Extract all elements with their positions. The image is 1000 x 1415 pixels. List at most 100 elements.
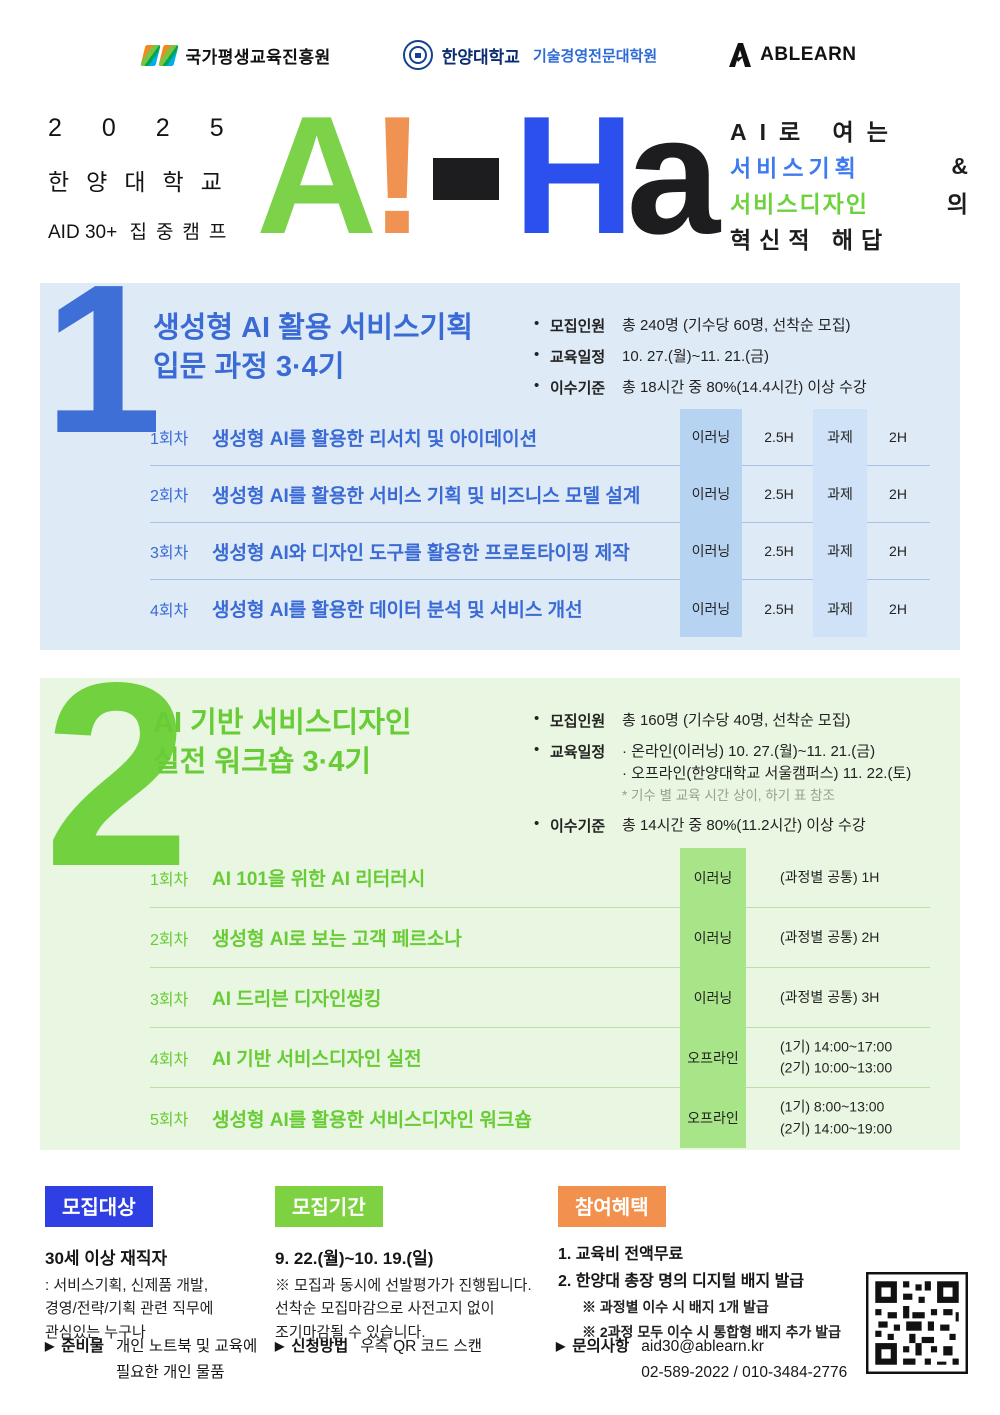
info-row: • 교육일정 10. 27.(월)~11. 21.(금) <box>534 346 867 368</box>
table-row: 2회차 생성형 AI를 활용한 서비스 기획 및 비즈니스 모델 설계 이러닝 … <box>150 466 930 523</box>
tagline-line2-main: 서비스기획 <box>730 155 861 181</box>
table-row: 3회차 AI 드리븐 디자인씽킹 이러닝 (과정별 공통) 3H <box>150 968 930 1028</box>
session-task: 과제 <box>827 600 853 617</box>
target-line: 관심있는 누구나 <box>45 1323 146 1341</box>
section2-title-line1: AI 기반 서비스디자인 <box>153 707 412 739</box>
tagline-line3-suffix: 의 <box>946 191 968 217</box>
section2-title: AI 기반 서비스디자인 실전 워크숍 3·4기 <box>153 704 412 782</box>
info-label: 모집인원 <box>550 713 606 730</box>
session-detail: (1기) 14:00~17:00 (2기) 10:00~13:00 <box>780 1036 950 1079</box>
session-number: 1회차 <box>150 431 189 448</box>
benefit-note: ※ 2과정 모두 이수 시 통합형 배지 추가 발급 <box>582 1323 841 1340</box>
session-title: 생성형 AI와 디자인 도구를 활용한 프로토타이핑 제작 <box>212 542 630 564</box>
session-detail: (과정별 공통) 3H <box>780 988 880 1005</box>
section1-number: 1 <box>44 240 162 477</box>
session-number: 4회차 <box>150 1051 189 1069</box>
info-value-line1: · 온라인(이러닝) 10. 27.(월)~11. 21.(금) <box>622 742 876 760</box>
hanyang-logo-primary: 한양대학교 <box>441 47 520 67</box>
session-type: 이러닝 <box>693 869 733 886</box>
session-type: 이러닝 <box>691 543 731 559</box>
info-value: 총 160명 (기수당 40명, 선착순 모집) <box>622 712 851 729</box>
section2-title-line2: 실전 워크숍 3·4기 <box>153 745 372 778</box>
session-detail-line1: (1기) 8:00~13:00 <box>780 1098 885 1115</box>
contact-phone: 02-589-2022 / 010-3484-2776 <box>641 1363 848 1381</box>
period-line: 선착순 모집마감으로 사전고지 없이 <box>275 1300 495 1318</box>
session-type: 오프라인 <box>687 1110 739 1126</box>
type-column-stripe <box>680 848 746 1148</box>
target-heading: 30세 이상 재직자 <box>45 1249 168 1268</box>
session-detail-line1: (1기) 14:00~17:00 <box>780 1037 893 1054</box>
info-value: 총 14시간 중 80%(11.2시간) 이상 수강 <box>622 816 866 834</box>
session-hours: 2.5H <box>764 543 794 559</box>
benefit-note: ※ 과정별 이수 시 배지 1개 발급 <box>582 1299 769 1316</box>
nile-logo-icon <box>140 44 180 66</box>
tagline-line2: 서비스기획 & <box>730 148 968 184</box>
section2-schedule-table: 1회차 AI 101을 위한 AI 리터러시 이러닝 (과정별 공통) 1H 2… <box>150 848 930 1148</box>
session-task-hours: 2H <box>889 429 907 445</box>
info-label: 이수기준 <box>550 817 606 835</box>
logotype-dash <box>433 158 500 200</box>
table-row: 4회차 생성형 AI를 활용한 데이터 분석 및 서비스 개선 이러닝 2.5H… <box>150 580 930 637</box>
bullet-icon: • <box>534 376 540 394</box>
benefit-item: 1. 교육비 전액무료 <box>558 1246 684 1263</box>
section1-schedule-table: 1회차 생성형 AI를 활용한 리서치 및 아이데이션 이러닝 2.5H 과제 … <box>150 409 930 637</box>
nile-logo: 국가평생교육진흥원 <box>140 43 331 68</box>
info-row: • 모집인원 총 160명 (기수당 40명, 선착순 모집) <box>534 710 911 732</box>
session-task: 과제 <box>827 429 853 445</box>
masthead-camp: AID 30+ 집중캠프 <box>48 217 248 244</box>
ablearn-logo-label: ABLEARN <box>760 44 857 65</box>
session-detail: (과정별 공통) 2H <box>780 928 880 945</box>
session-number: 3회차 <box>150 991 189 1009</box>
session-detail: (과정별 공통) 1H <box>780 868 880 885</box>
session-hours: 2.5H <box>764 429 794 445</box>
info-value: 총 240명 (기수당 60명, 선착순 모집) <box>622 317 851 334</box>
session-number: 2회차 <box>150 488 189 505</box>
info-label: 교육일정 <box>550 743 606 761</box>
tagline-line2-suffix: & <box>951 152 968 179</box>
session-type: 이러닝 <box>691 486 731 502</box>
partner-logos: 국가평생교육진흥원 한양대학교 기술경영전문대학원 ABLEARN <box>0 40 1000 70</box>
session-number: 1회차 <box>150 871 189 889</box>
nile-logo-label: 국가평생교육진흥원 <box>185 47 331 67</box>
section1-title-line2: 입문 과정 3·4기 <box>153 350 345 383</box>
session-title: 생성형 AI로 보는 고객 페르소나 <box>212 929 462 950</box>
contact-email[interactable]: aid30@ablearn.kr <box>641 1338 764 1355</box>
task-column-stripe <box>813 409 867 637</box>
info-row: • 이수기준 총 14시간 중 80%(11.2시간) 이상 수강 <box>534 815 911 837</box>
benefit-badge: 참여혜택 <box>558 1186 666 1227</box>
masthead-left: 2025 한양대학교 AID 30+ 집중캠프 <box>48 114 248 244</box>
info-label: 이수기준 <box>550 379 606 397</box>
aiha-logotype: A ! H a <box>256 81 720 269</box>
masthead-camp-suffix: 집중캠프 <box>129 222 236 243</box>
footer-label-text: 신청방법 <box>291 1338 349 1355</box>
info-label: 교육일정 <box>550 348 606 366</box>
logotype-a-lower: a <box>626 81 720 269</box>
table-row: 2회차 생성형 AI로 보는 고객 페르소나 이러닝 (과정별 공통) 2H <box>150 908 930 968</box>
footer-label-text: 준비물 <box>61 1338 105 1355</box>
footer-contact-label: ▶ 문의사항 <box>556 1334 629 1385</box>
table-row: 1회차 생성형 AI를 활용한 리서치 및 아이데이션 이러닝 2.5H 과제 … <box>150 409 930 466</box>
session-type: 이러닝 <box>693 929 733 946</box>
masthead-year: 2025 <box>48 114 264 142</box>
session-task-hours: 2H <box>889 600 907 617</box>
table-row: 1회차 AI 101을 위한 AI 리터러시 이러닝 (과정별 공통) 1H <box>150 848 930 908</box>
recruit-target-block: 모집대상 30세 이상 재직자 : 서비스기획, 신제품 개발, 경영/전략/기… <box>45 1186 265 1344</box>
arrow-icon: ▶ <box>556 1339 566 1353</box>
section1-panel: 1 생성형 AI 활용 서비스기획 입문 과정 3·4기 • 모집인원 총 24… <box>40 252 960 650</box>
hanyang-logo-secondary: 기술경영전문대학원 <box>532 47 658 65</box>
hanyang-logo: 한양대학교 기술경영전문대학원 <box>402 40 658 70</box>
target-line: : 서비스기획, 신제품 개발, <box>45 1277 209 1294</box>
session-hours: 2.5H <box>764 486 794 502</box>
section2-panel: 2 AI 기반 서비스디자인 실전 워크숍 3·4기 • 모집인원 총 160명… <box>40 644 960 1150</box>
session-title: AI 101을 위한 AI 리터러시 <box>212 869 426 890</box>
tagline-line4: 혁신적 해답 <box>730 227 891 253</box>
session-detail-line2: (2기) 10:00~13:00 <box>780 1059 893 1076</box>
qr-code[interactable] <box>866 1272 968 1374</box>
info-value: 총 18시간 중 80%(14.4시간) 이상 수강 <box>622 378 867 396</box>
arrow-icon: ▶ <box>275 1339 285 1353</box>
section2-info: • 모집인원 총 160명 (기수당 40명, 선착순 모집) • 교육일정 ·… <box>534 710 911 846</box>
ablearn-logo-icon <box>729 43 752 67</box>
target-badge: 모집대상 <box>45 1186 153 1227</box>
footer-value-line: 개인 노트북 및 교육에 <box>116 1338 258 1355</box>
